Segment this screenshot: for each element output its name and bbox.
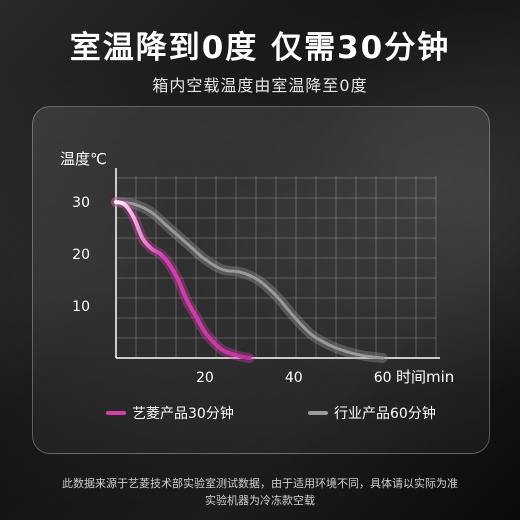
industry-series-line bbox=[114, 200, 385, 360]
chart-ticks: 10 20 30 20 40 60 bbox=[72, 195, 391, 386]
chart-series bbox=[111, 197, 388, 363]
footnote: 此数据来源于艺菱技术部实验室测试数据，由于适用环境不同，具体请以实际为准 实验机… bbox=[0, 475, 520, 509]
footnote-line-1: 此数据来源于艺菱技术部实验室测试数据，由于适用环境不同，具体请以实际为准 bbox=[62, 477, 458, 490]
page-subtitle: 箱内空载温度由室温降至0度 bbox=[152, 76, 368, 95]
legend-label: 行业产品60分钟 bbox=[334, 405, 436, 422]
chart-labels: 温度℃ 时间min bbox=[60, 150, 454, 386]
page-title: 室温降到0度 仅需30分钟 bbox=[69, 30, 451, 66]
footnote-line-2: 实验机器为冷冻款空载 bbox=[205, 494, 315, 507]
y-tick-label: 30 bbox=[72, 195, 90, 211]
legend-item-industry: 行业产品60分钟 bbox=[308, 405, 436, 422]
y-tick-label: 20 bbox=[72, 247, 90, 263]
x-tick-label: 60 bbox=[374, 370, 392, 386]
y-tick-label: 10 bbox=[72, 299, 90, 315]
x-tick-label: 40 bbox=[285, 370, 303, 386]
legend-item-brand: 艺菱产品30分钟 bbox=[106, 405, 234, 422]
chart-panel bbox=[32, 106, 490, 454]
legend-label: 艺菱产品30分钟 bbox=[132, 405, 234, 422]
x-tick-label: 20 bbox=[196, 370, 214, 386]
chart-grid bbox=[115, 176, 437, 359]
chart-legend: 艺菱产品30分钟 行业产品60分钟 bbox=[106, 405, 436, 422]
brand-series-line bbox=[114, 200, 252, 360]
x-axis-label: 时间min bbox=[396, 368, 454, 386]
chart-axes bbox=[115, 168, 440, 359]
y-axis-label: 温度℃ bbox=[60, 150, 107, 168]
